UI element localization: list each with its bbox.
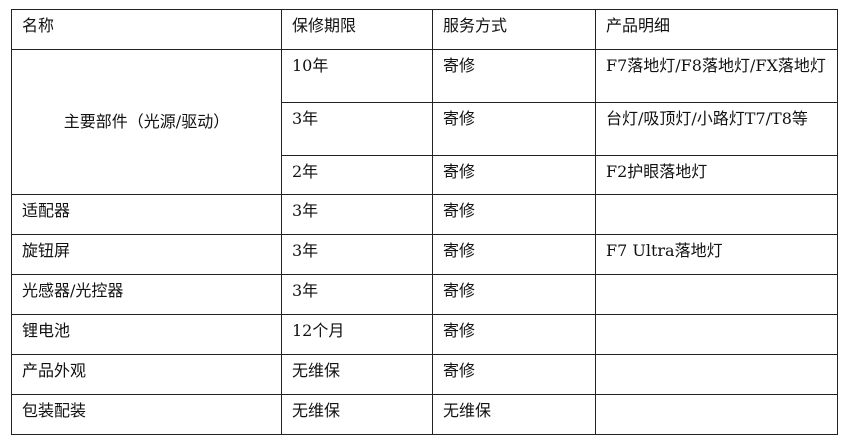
name-cell: 锂电池 xyxy=(11,314,282,355)
service-cell: 寄修 xyxy=(432,49,596,103)
header-cell: 产品明细 xyxy=(595,9,838,50)
name-cell: 光感器/光控器 xyxy=(11,274,282,315)
period-cell: 2年 xyxy=(281,155,433,195)
header-cell: 服务方式 xyxy=(432,9,596,50)
service-cell: 寄修 xyxy=(432,155,596,195)
header-cell: 名称 xyxy=(11,9,282,50)
table-row: 锂电池 12个月 寄修 xyxy=(11,314,838,355)
period-cell: 10年 xyxy=(281,49,433,103)
detail-cell xyxy=(595,394,838,435)
period-cell: 无维保 xyxy=(281,354,433,395)
service-cell: 寄修 xyxy=(432,314,596,355)
period-cell: 3年 xyxy=(281,194,433,235)
detail-cell xyxy=(595,194,838,235)
header-row: 名称 保修期限 服务方式 产品明细 xyxy=(11,9,838,50)
detail-cell xyxy=(595,314,838,355)
service-cell: 寄修 xyxy=(432,194,596,235)
main-part-name: 主要部件（光源/驱动） xyxy=(11,49,282,195)
detail-cell xyxy=(595,354,838,395)
period-cell: 3年 xyxy=(281,234,433,275)
table-row: 包装配装 无维保 无维保 xyxy=(11,394,838,435)
name-cell: 包装配装 xyxy=(11,394,282,435)
period-cell: 3年 xyxy=(281,102,433,156)
header-cell: 保修期限 xyxy=(281,9,433,50)
detail-cell: F7落地灯/F8落地灯/FX落地灯 xyxy=(595,49,838,103)
detail-cell xyxy=(595,274,838,315)
table-row: 主要部件（光源/驱动） 10年 寄修 F7落地灯/F8落地灯/FX落地灯 xyxy=(11,49,838,195)
detail-cell: F7 Ultra落地灯 xyxy=(595,234,838,275)
service-cell: 寄修 xyxy=(432,234,596,275)
name-cell: 适配器 xyxy=(11,194,282,235)
service-cell: 寄修 xyxy=(432,354,596,395)
table-row: 光感器/光控器 3年 寄修 xyxy=(11,274,838,315)
warranty-table: 名称 保修期限 服务方式 产品明细 主要部件（光源/驱动） 10年 寄修 F7落… xyxy=(11,9,838,435)
period-cell: 12个月 xyxy=(281,314,433,355)
table-row: 适配器 3年 寄修 xyxy=(11,194,838,235)
name-cell: 产品外观 xyxy=(11,354,282,395)
period-cell: 无维保 xyxy=(281,394,433,435)
table-row: 2年 寄修 F2护眼落地灯 xyxy=(12,155,838,195)
service-cell: 寄修 xyxy=(432,274,596,315)
detail-cell: F2护眼落地灯 xyxy=(595,155,838,195)
detail-cell: 台灯/吸顶灯/小路灯T7/T8等 xyxy=(595,102,838,156)
table-row: 旋钮屏 3年 寄修 F7 Ultra落地灯 xyxy=(11,234,838,275)
service-cell: 寄修 xyxy=(432,102,596,156)
table-row: 产品外观 无维保 寄修 xyxy=(11,354,838,395)
period-cell: 3年 xyxy=(281,274,433,315)
name-cell: 旋钮屏 xyxy=(11,234,282,275)
table-row: 3年 寄修 台灯/吸顶灯/小路灯T7/T8等 xyxy=(12,102,838,156)
service-cell: 无维保 xyxy=(432,394,596,435)
